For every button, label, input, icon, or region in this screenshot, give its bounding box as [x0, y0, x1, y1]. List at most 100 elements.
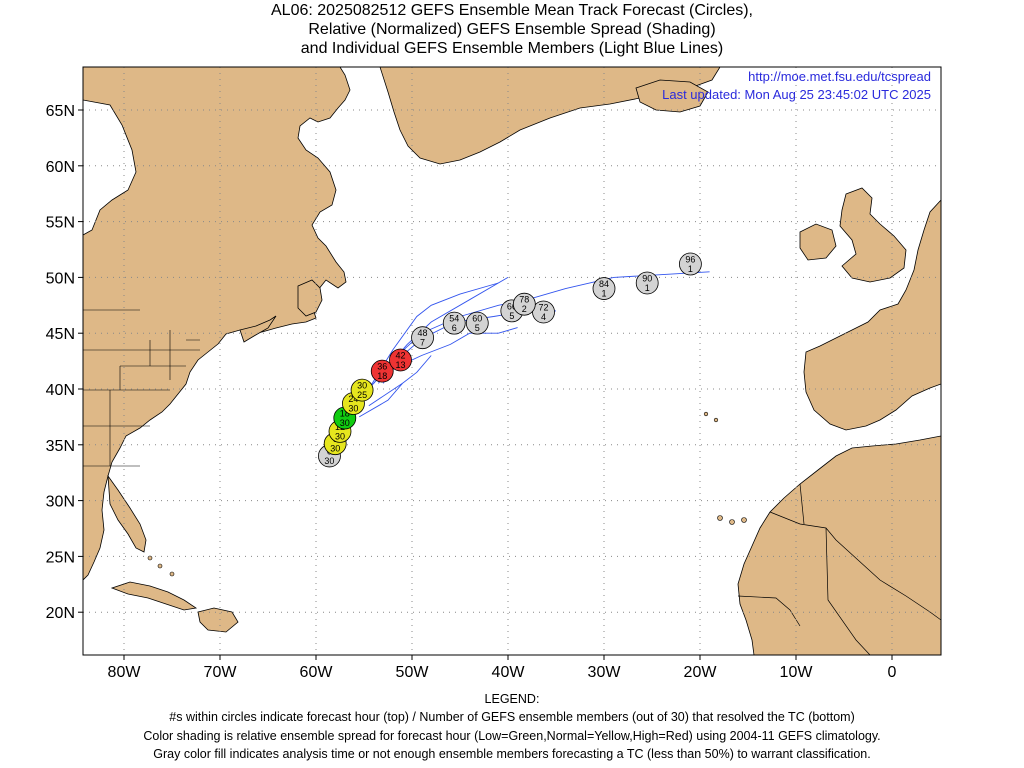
cuba	[110, 581, 198, 611]
map-title-line-2: Relative (Normalized) GEFS Ensemble Spre…	[308, 21, 716, 38]
lat-label: 30N	[46, 494, 75, 511]
iceland	[635, 79, 709, 113]
track-point-members: 25	[357, 390, 367, 400]
track-point-hour: 30	[357, 381, 367, 391]
track-point-hour: 48	[418, 328, 428, 338]
lat-label: 45N	[46, 326, 75, 343]
lat-label: 40N	[46, 382, 75, 399]
track-point-members: 1	[688, 264, 693, 274]
track-point-members: 18	[377, 371, 387, 381]
track-point-hour: 84	[599, 279, 609, 289]
track-point-hour: 78	[519, 295, 529, 305]
legend-heading: LEGEND:	[484, 692, 540, 706]
track-point-members: 13	[395, 360, 405, 370]
longitude-axis: 80W 70W 60W 50W 40W 30W 20W 10W 0	[108, 655, 897, 681]
track-point-members: 30	[348, 404, 358, 414]
track-point-hour: 72	[539, 302, 549, 312]
ireland	[799, 223, 837, 261]
track-point: 487	[411, 326, 434, 350]
lon-label: 40W	[492, 664, 526, 681]
map-frame	[82, 66, 942, 656]
track-point-members: 6	[452, 323, 457, 333]
lon-label: 60W	[300, 664, 334, 681]
hispaniola	[197, 607, 239, 633]
track-point-circle	[592, 277, 616, 300]
track-point-circle	[512, 292, 536, 316]
track-point-hour: 54	[449, 314, 459, 324]
member-track-line	[358, 383, 403, 418]
lat-label: 55N	[46, 215, 75, 232]
africa-landmass	[737, 435, 941, 655]
lon-label: 70W	[204, 664, 238, 681]
track-point-members: 30	[330, 444, 340, 454]
track-point-circle	[350, 378, 374, 402]
track-point-members: 30	[340, 418, 350, 428]
nova-scotia	[239, 315, 277, 343]
lon-label: 0	[888, 664, 897, 681]
lon-label: 80W	[108, 664, 142, 681]
track-point-circle	[442, 311, 466, 335]
track-point: 546	[442, 311, 466, 335]
state-borders	[83, 309, 200, 467]
lat-label: 35N	[46, 438, 75, 455]
track-point-members: 4	[541, 312, 546, 322]
track-point-circle	[389, 348, 412, 372]
track-point-hour: 42	[395, 350, 405, 360]
track-point-members: 5	[509, 311, 514, 321]
map-title-line-3: and Individual GEFS Ensemble Members (Li…	[300, 40, 724, 57]
track-point-hour: 18	[340, 409, 350, 419]
track-point-circle	[635, 271, 659, 295]
track-point-hour: 96	[685, 255, 695, 265]
track-point-hour: 60	[472, 314, 482, 324]
track-point-members: 1	[645, 283, 650, 293]
lon-label: 50W	[396, 664, 430, 681]
great-britain	[839, 187, 907, 283]
legend-line-3: Gray color fill indicates analysis time …	[153, 747, 871, 761]
lat-label: 65N	[46, 103, 75, 120]
track-point-members: 30	[335, 431, 345, 441]
lon-label: 30W	[588, 664, 622, 681]
lat-label: 50N	[46, 270, 75, 287]
track-point: 901	[635, 271, 659, 295]
florida	[107, 474, 147, 553]
track-point: 605	[465, 311, 489, 335]
ensemble-mean-track: 0306301230183024303025361842134875466056…	[318, 252, 702, 468]
lon-label: 10W	[780, 664, 814, 681]
lat-label: 25N	[46, 549, 75, 566]
track-point-circle	[411, 326, 434, 350]
track-point-hour: 24	[348, 394, 358, 404]
track-point: 841	[592, 277, 616, 300]
member-track-line	[368, 282, 499, 390]
map-title-line-1: AL06: 2025082512 GEFS Ensemble Mean Trac…	[271, 2, 753, 19]
track-point-members: 2	[522, 304, 527, 314]
source-url-link[interactable]: http://moe.met.fsu.edu/tcspread	[748, 69, 931, 84]
track-point-circle	[465, 311, 489, 335]
track-point-members: 5	[475, 323, 480, 333]
europe-landmass	[803, 199, 941, 431]
member-track-line	[368, 355, 432, 407]
graticule	[83, 67, 941, 655]
last-updated-text: Last updated: Mon Aug 25 23:45:02 UTC 20…	[662, 87, 931, 102]
hudson-bay	[83, 99, 137, 236]
track-point: 782	[512, 292, 536, 316]
africa-borders	[737, 483, 941, 655]
track-point: 724	[532, 300, 555, 324]
lon-label: 20W	[684, 664, 718, 681]
lat-label: 60N	[46, 159, 75, 176]
track-point-hour: 66	[507, 301, 517, 311]
track-point-hour: 90	[642, 273, 652, 283]
track-point-circle	[679, 252, 702, 276]
track-point: 961	[679, 252, 702, 276]
legend-line-1: #s within circles indicate forecast hour…	[169, 710, 855, 724]
legend-line-2: Color shading is relative ensemble sprea…	[143, 729, 881, 743]
land-layer	[83, 67, 941, 655]
track-point-members: 30	[324, 456, 334, 466]
track-point-members: 7	[420, 338, 425, 348]
north-america-landmass	[83, 67, 351, 581]
track-point-hour: 36	[377, 362, 387, 372]
latitude-axis: 65N 60N 55N 50N 45N 40N 35N 30N 25N 20N	[46, 103, 83, 622]
